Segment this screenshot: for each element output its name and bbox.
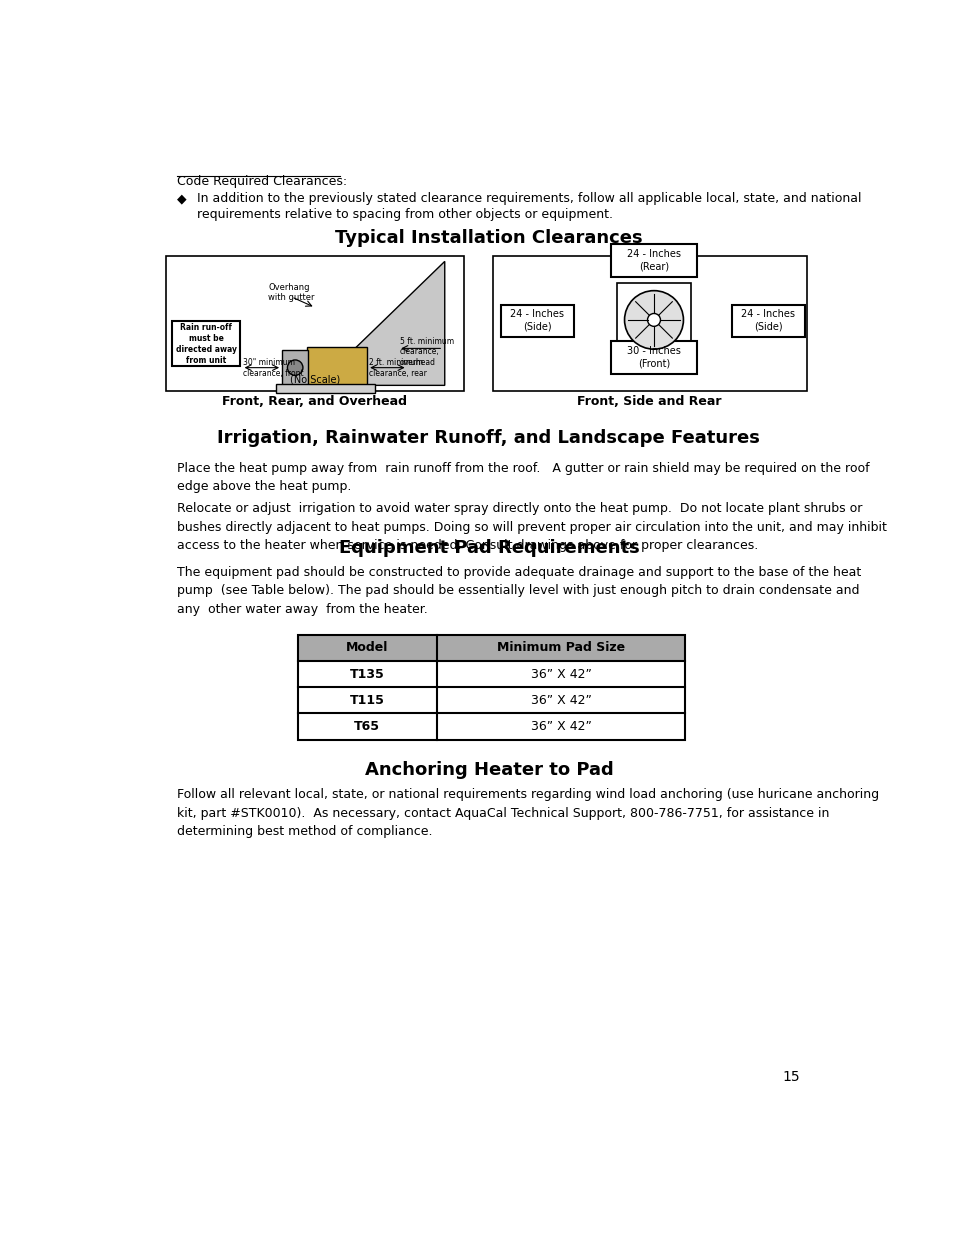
Text: 24 - Inches
(Side): 24 - Inches (Side): [510, 310, 564, 332]
Text: Equipment Pad Requirements: Equipment Pad Requirements: [338, 538, 639, 557]
Bar: [617, 283, 691, 357]
Text: 5 ft. minimum
clearance,
overhead: 5 ft. minimum clearance, overhead: [399, 337, 454, 367]
Text: In addition to the previously stated clearance requirements, follow all applicab: In addition to the previously stated cle…: [196, 193, 861, 205]
Text: 2 ft. minimum
clearance, rear: 2 ft. minimum clearance, rear: [369, 358, 426, 378]
Text: Minimum Pad Size: Minimum Pad Size: [497, 641, 624, 655]
Polygon shape: [316, 262, 444, 385]
Text: 30" minimum
clearance, front: 30" minimum clearance, front: [243, 358, 304, 378]
Bar: [493, 256, 806, 390]
Bar: [500, 305, 574, 337]
Circle shape: [287, 359, 303, 375]
Text: (No Scale): (No Scale): [290, 374, 339, 384]
Text: Front, Side and Rear: Front, Side and Rear: [577, 395, 721, 408]
Text: Typical Installation Clearances: Typical Installation Clearances: [335, 228, 642, 247]
Text: 24 - Inches
(Rear): 24 - Inches (Rear): [626, 249, 680, 272]
Text: 15: 15: [782, 1070, 800, 1084]
Text: T65: T65: [354, 720, 380, 732]
Text: Follow all relevant local, state, or national requirements regarding wind load a: Follow all relevant local, state, or nat…: [177, 788, 879, 839]
Text: 36” X 42”: 36” X 42”: [530, 720, 591, 732]
Text: Irrigation, Rainwater Runoff, and Landscape Features: Irrigation, Rainwater Runoff, and Landsc…: [217, 430, 760, 447]
Bar: [297, 635, 684, 740]
Text: Place the heat pump away from  rain runoff from the roof.   A gutter or rain shi: Place the heat pump away from rain runof…: [177, 462, 869, 493]
Bar: [172, 321, 240, 366]
Text: T135: T135: [350, 668, 384, 680]
Text: Overhang
with gutter: Overhang with gutter: [268, 283, 314, 303]
Bar: [166, 256, 464, 390]
Text: ◆: ◆: [177, 193, 187, 205]
Bar: [307, 347, 367, 385]
Text: 24 - Inches
(Side): 24 - Inches (Side): [740, 310, 795, 332]
Text: Anchoring Heater to Pad: Anchoring Heater to Pad: [364, 761, 613, 779]
Bar: [611, 341, 696, 374]
Text: T115: T115: [350, 694, 384, 706]
Bar: [611, 245, 696, 277]
Bar: [297, 635, 684, 661]
Text: requirements relative to spacing from other objects or equipment.: requirements relative to spacing from ot…: [196, 209, 612, 221]
Text: 36” X 42”: 36” X 42”: [530, 694, 591, 706]
Circle shape: [624, 290, 682, 350]
Text: Front, Rear, and Overhead: Front, Rear, and Overhead: [222, 395, 407, 408]
Bar: [282, 350, 308, 385]
Text: Rain run-off
must be
directed away
from unit: Rain run-off must be directed away from …: [175, 322, 236, 364]
Text: The equipment pad should be constructed to provide adequate drainage and support: The equipment pad should be constructed …: [177, 566, 861, 615]
Text: 36” X 42”: 36” X 42”: [530, 668, 591, 680]
Text: Relocate or adjust  irrigation to avoid water spray directly onto the heat pump.: Relocate or adjust irrigation to avoid w…: [177, 503, 886, 552]
Bar: [731, 305, 804, 337]
Text: Code Required Clearances:: Code Required Clearances:: [177, 175, 347, 188]
Text: Model: Model: [346, 641, 388, 655]
Circle shape: [647, 314, 659, 326]
Bar: [275, 384, 375, 393]
Text: 30 - Inches
(Front): 30 - Inches (Front): [626, 347, 680, 369]
